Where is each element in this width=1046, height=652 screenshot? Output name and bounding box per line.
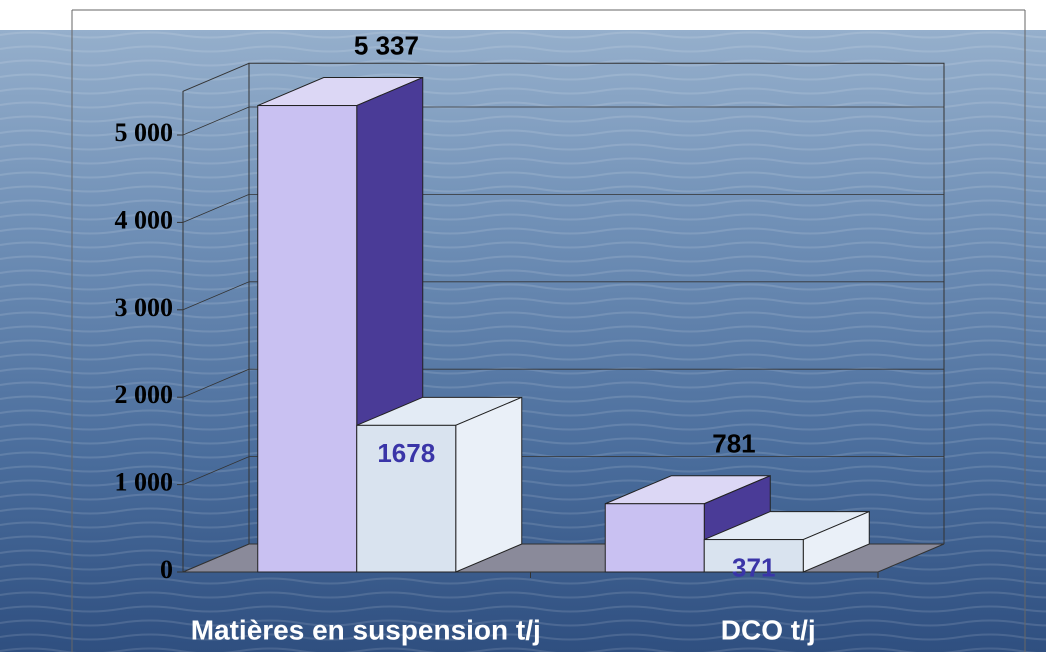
value-label: 371 <box>732 552 775 582</box>
grid-line <box>182 106 944 136</box>
y-tick-label: 3 000 <box>115 293 174 322</box>
x-tick-label: DCO t/j <box>721 614 816 645</box>
y-tick-label: 4 000 <box>115 205 174 234</box>
top-band <box>0 0 1046 30</box>
value-label: 5 337 <box>354 30 419 60</box>
y-tick-label: 1 000 <box>115 468 174 497</box>
y-tick-label: 2 000 <box>115 380 174 409</box>
bar <box>356 424 457 573</box>
side-wall <box>182 62 250 572</box>
bar <box>604 503 705 573</box>
value-label: 781 <box>712 429 755 459</box>
y-tick-label: 5 000 <box>115 118 174 147</box>
grid-line <box>182 281 944 311</box>
frame <box>71 9 1026 652</box>
grid-line <box>182 368 944 398</box>
bar <box>703 539 804 573</box>
value-label: 1678 <box>377 438 435 468</box>
grid-line <box>182 193 944 223</box>
bar-side <box>455 396 523 573</box>
back-wall <box>248 62 945 544</box>
grid-line <box>182 456 944 485</box>
y-tick-label: 0 <box>160 555 173 584</box>
x-tick-label: Matières en suspension t/j <box>191 614 541 645</box>
bar <box>257 105 358 573</box>
